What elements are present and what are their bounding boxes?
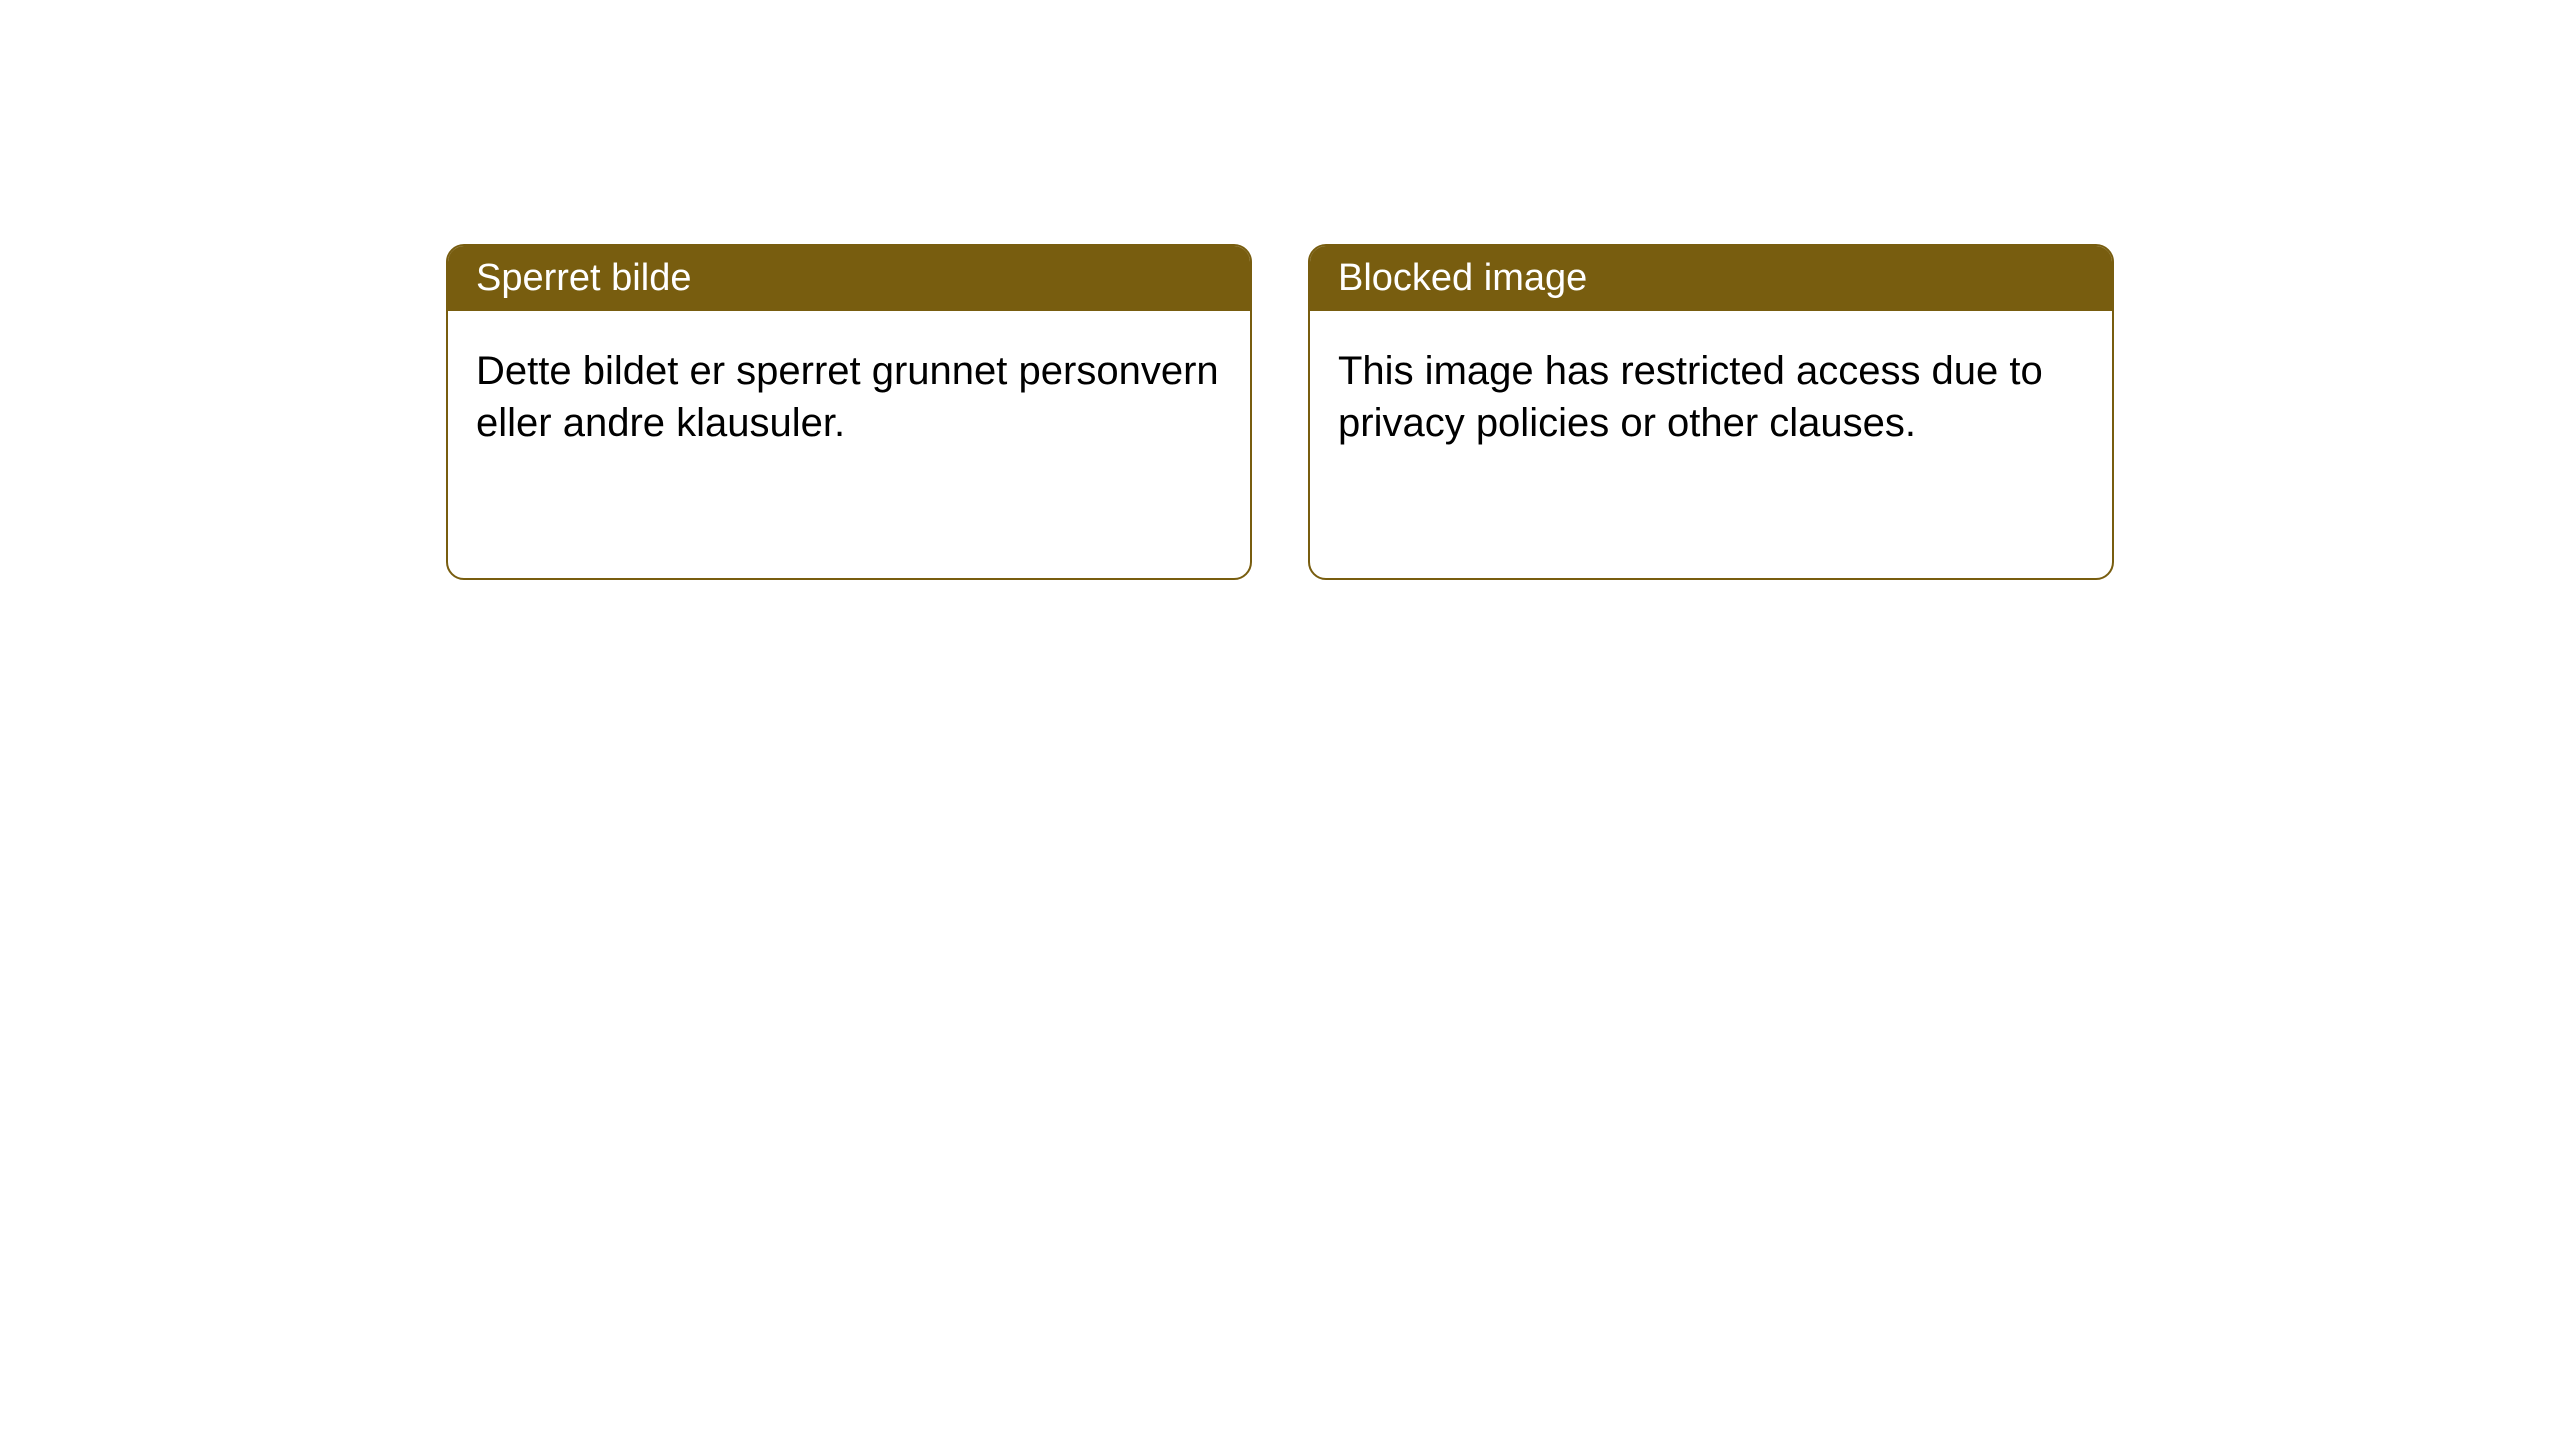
card-message: This image has restricted access due to … (1338, 349, 2043, 445)
card-header: Blocked image (1310, 246, 2112, 311)
message-container: Sperret bilde Dette bildet er sperret gr… (0, 0, 2560, 580)
card-header: Sperret bilde (448, 246, 1250, 311)
card-body: Dette bildet er sperret grunnet personve… (448, 311, 1250, 483)
card-body: This image has restricted access due to … (1310, 311, 2112, 483)
blocked-image-card-english: Blocked image This image has restricted … (1308, 244, 2114, 580)
card-message: Dette bildet er sperret grunnet personve… (476, 349, 1219, 445)
blocked-image-card-norwegian: Sperret bilde Dette bildet er sperret gr… (446, 244, 1252, 580)
card-title: Blocked image (1338, 257, 1587, 299)
card-title: Sperret bilde (476, 257, 691, 299)
